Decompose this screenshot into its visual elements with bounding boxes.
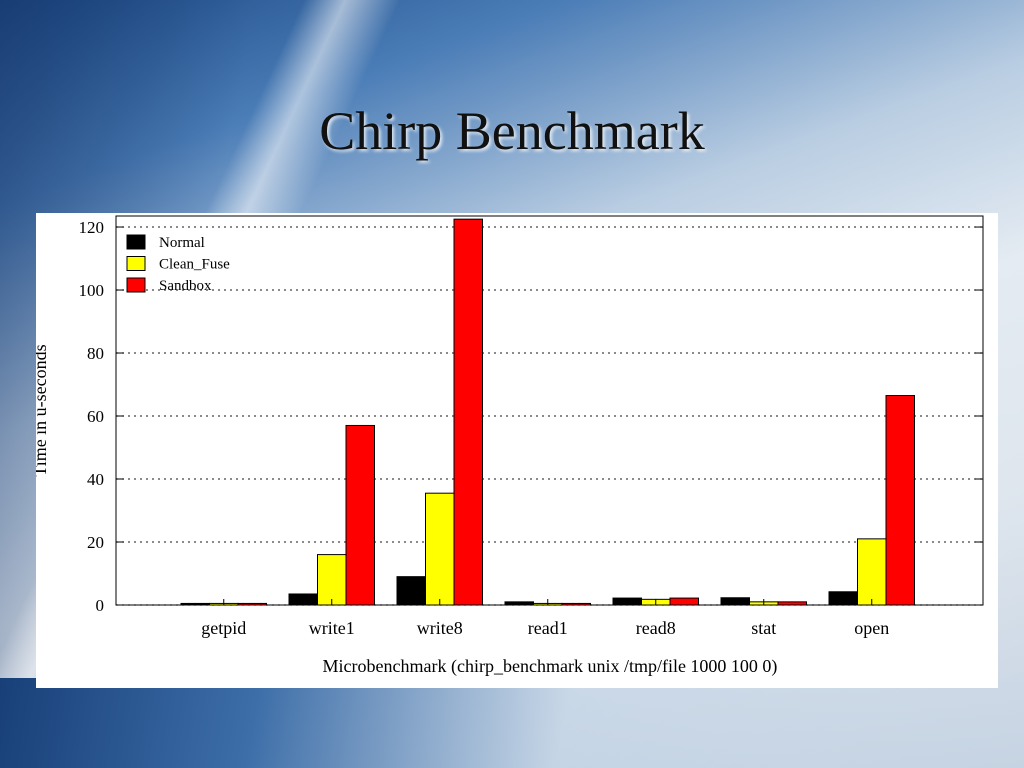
x-tick-label-read8: read8 — [636, 618, 676, 638]
x-tick-label-write1: write1 — [309, 618, 355, 638]
x-axis-category-labels: getpid write1 write8 read1 read8 stat open — [201, 599, 889, 638]
legend-swatch-clean-fuse — [126, 256, 146, 271]
bar-normal-write1 — [288, 593, 318, 606]
bar-sandbox-write1 — [345, 424, 375, 606]
bars — [180, 218, 915, 606]
y-axis-ticks: 0 20 40 60 80 100 120 — [79, 218, 983, 615]
bar-normal-stat — [720, 597, 750, 606]
legend-label-sandbox: Sandbox — [159, 278, 212, 294]
y-tick-label: 120 — [79, 218, 105, 237]
y-tick-label: 60 — [87, 407, 104, 426]
legend-swatch-normal — [126, 234, 146, 250]
bar-chart: 0 20 40 60 80 100 120 getpid write1 write8 read1 r… — [36, 215, 984, 677]
legend-swatch-sandbox — [126, 277, 146, 293]
slide-title: Chirp Benchmark — [319, 101, 705, 161]
grid-lines — [116, 226, 983, 606]
bar-sandbox-write8 — [453, 218, 483, 606]
bar-normal-open — [828, 591, 858, 606]
legend: Normal Clean_Fuse Sandbox — [126, 234, 230, 294]
slide-background-bottom — [0, 678, 1024, 768]
x-tick-label-read1: read1 — [528, 618, 568, 638]
bar-normal-write8 — [396, 576, 426, 606]
y-axis-title: Time in u-seconds — [36, 344, 50, 476]
bar-sandbox-read8 — [669, 597, 699, 606]
bar-clean-fuse-write1 — [317, 554, 347, 606]
x-tick-label-getpid: getpid — [201, 618, 246, 638]
legend-label-clean-fuse: Clean_Fuse — [159, 257, 230, 273]
x-axis-title: Microbenchmark (chirp_benchmark unix /tm… — [323, 656, 778, 677]
y-tick-label: 20 — [87, 533, 104, 552]
x-tick-label-stat: stat — [751, 618, 776, 638]
y-tick-label: 0 — [96, 596, 105, 615]
x-tick-label-open: open — [854, 618, 889, 638]
plot-frame — [115, 215, 984, 606]
bar-sandbox-open — [885, 395, 915, 606]
bar-clean-fuse-write8 — [425, 492, 455, 606]
y-tick-label: 40 — [87, 470, 104, 489]
y-tick-label: 80 — [87, 344, 104, 363]
y-tick-label: 100 — [79, 281, 105, 300]
legend-label-normal: Normal — [159, 235, 205, 251]
chart-panel: 0 20 40 60 80 100 120 getpid write1 write8 read1 r… — [36, 213, 998, 688]
x-tick-label-write8: write8 — [417, 618, 463, 638]
bar-clean-fuse-open — [857, 538, 887, 606]
bar-normal-read8 — [612, 597, 642, 606]
